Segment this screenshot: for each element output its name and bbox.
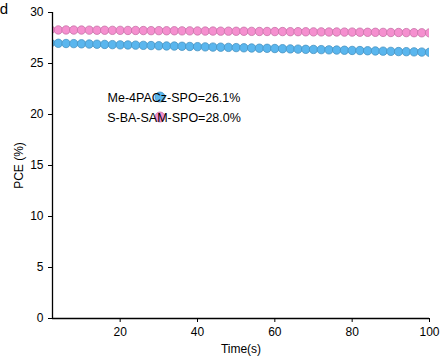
svg-text:25: 25 <box>30 56 44 70</box>
svg-text:40: 40 <box>191 325 205 339</box>
svg-text:100: 100 <box>419 325 439 339</box>
svg-text:10: 10 <box>30 209 44 223</box>
svg-text:15: 15 <box>30 158 44 172</box>
svg-text:80: 80 <box>345 325 359 339</box>
svg-text:PCE (%): PCE (%) <box>12 142 26 189</box>
svg-text:20: 20 <box>30 107 44 121</box>
svg-text:Me-4PACz-SPO=26.1%: Me-4PACz-SPO=26.1% <box>108 91 241 105</box>
svg-text:20: 20 <box>113 325 127 339</box>
svg-text:5: 5 <box>37 260 44 274</box>
svg-text:30: 30 <box>30 5 44 19</box>
svg-text:S-BA-SAM-SPO=28.0%: S-BA-SAM-SPO=28.0% <box>107 111 241 125</box>
svg-text:d: d <box>0 0 8 17</box>
svg-text:60: 60 <box>268 325 282 339</box>
svg-text:Time(s): Time(s) <box>221 342 261 356</box>
svg-text:0: 0 <box>37 311 44 325</box>
